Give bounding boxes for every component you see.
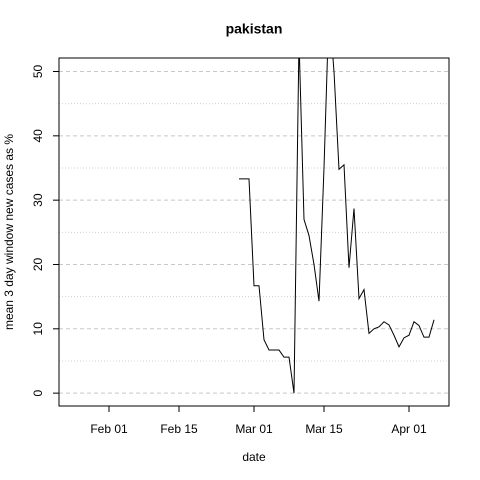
axes: 0 10 20 30 40 50 Feb 01 Feb 15 Mar 01 Mar 15 Apr 0…: [31, 65, 427, 437]
y-tick-label: 30: [31, 193, 45, 207]
y-tick-label: 20: [31, 257, 45, 271]
data-line: [239, 58, 435, 394]
x-tick-label: Feb 01: [90, 422, 128, 436]
y-axis-label: mean 3 day window new cases as %: [2, 134, 16, 330]
grid: [59, 71, 449, 394]
x-tick-label: Mar 01: [235, 422, 273, 436]
plot-area: [239, 58, 435, 394]
chart-title: pakistan: [226, 21, 283, 37]
y-tick-label: 0: [31, 389, 45, 396]
y-tick-label: 10: [31, 322, 45, 336]
x-axis-label: date: [242, 450, 266, 464]
x-tick-label: Apr 01: [391, 422, 427, 436]
y-tick-label: 50: [31, 65, 45, 79]
x-tick-label: Feb 15: [160, 422, 198, 436]
y-tick-label: 40: [31, 129, 45, 143]
x-tick-label: Mar 15: [305, 422, 343, 436]
